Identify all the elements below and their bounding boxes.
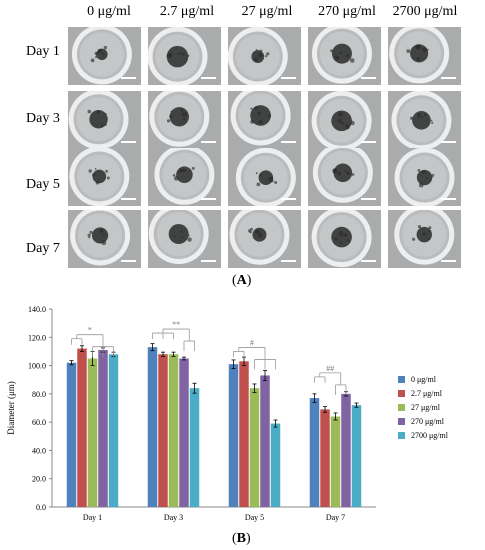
bar-3-1	[228, 364, 239, 507]
bar-3-2	[239, 361, 249, 507]
y-tick-label: 120.0	[28, 333, 46, 342]
x-tick-label: Day 3	[164, 513, 183, 522]
bar-2-2	[158, 354, 168, 507]
bar-1-4	[98, 350, 108, 507]
micrograph-r4-c2	[148, 210, 221, 268]
row-header-day1: Day 1	[26, 44, 60, 59]
bar-2-3	[168, 354, 179, 507]
y-tick-label: 20.0	[32, 475, 46, 484]
y-tick-label: 80.0	[32, 390, 46, 399]
micrograph-r2-c3	[228, 91, 301, 149]
row-header-day5: Day 5	[26, 177, 60, 192]
y-tick-label: 140.0	[28, 305, 46, 314]
micrograph-r1-c1	[68, 27, 141, 85]
bar-1-1	[66, 362, 77, 507]
legend-swatch-4	[398, 418, 405, 425]
column-header-1: 2.7 μg/ml	[159, 4, 215, 19]
y-tick-label: 40.0	[32, 446, 46, 455]
micrograph-r1-c2	[148, 27, 221, 85]
bar-1-2	[77, 348, 87, 507]
panel-a-label: (A)	[232, 273, 252, 288]
legend-swatch-2	[398, 390, 405, 397]
micrograph-r3-c2	[148, 148, 221, 206]
bar-3-3	[249, 388, 260, 507]
y-tick-label: 60.0	[32, 418, 46, 427]
y-tick-label: 0.0	[36, 503, 46, 512]
y-axis-label: Diameter (μm)	[6, 381, 16, 435]
legend-swatch-1	[398, 376, 405, 383]
y-tick-label: 100.0	[28, 362, 46, 371]
micrograph-r3-c4	[308, 148, 381, 206]
column-header-2: 27 μg/ml	[241, 4, 293, 19]
legend-label-3: 27 μg/ml	[411, 403, 441, 412]
column-header-4: 2700 μg/ml	[392, 4, 458, 19]
bar-2-4	[179, 358, 189, 507]
bar-1-5	[108, 354, 119, 507]
micrograph-r2-c2	[148, 91, 221, 149]
column-header-0: 0 μg/ml	[87, 4, 131, 19]
bar-4-4	[341, 393, 351, 507]
micrograph-r1-c5	[388, 27, 461, 85]
bar-3-5	[270, 423, 281, 507]
micrograph-r2-c1	[68, 91, 141, 149]
row-header-day7: Day 7	[26, 241, 60, 256]
bar-4-5	[351, 405, 362, 507]
column-header-3: 270 μg/ml	[318, 4, 376, 19]
panel-b-label: (B)	[232, 531, 251, 546]
x-tick-label: Day 5	[245, 513, 264, 522]
legend-label-5: 2700 μg/ml	[411, 431, 449, 440]
micrograph-r4-c1	[68, 210, 141, 268]
bar-4-2	[320, 409, 330, 507]
x-tick-label: Day 1	[83, 513, 102, 522]
legend-swatch-5	[398, 432, 405, 439]
legend-label-1: 0 μg/ml	[411, 375, 437, 384]
bar-3-4	[260, 375, 270, 507]
bar-4-1	[309, 398, 320, 507]
legend-label-2: 2.7 μg/ml	[411, 389, 443, 398]
micrograph-r2-c4	[308, 91, 381, 149]
micrograph-r4-c4	[308, 210, 381, 268]
micrograph-r3-c3	[228, 148, 301, 206]
significance-annotation: ##	[326, 364, 334, 373]
legend-swatch-3	[398, 404, 405, 411]
micrograph-r1-c4	[308, 27, 381, 85]
micrograph-r4-c3	[228, 210, 301, 268]
panel-a-micrograph-grid: 0 μg/ml 2.7 μg/ml 27 μg/ml 270 μg/ml 270…	[26, 4, 461, 288]
micrograph-r3-c1	[68, 148, 141, 206]
bar-chart: 0.0 20.0 40.0 60.0 80.0 100.0 120.0 140.0 Diamet…	[6, 305, 449, 522]
micrograph-r4-c5	[388, 210, 461, 268]
legend-label-4: 270 μg/ml	[411, 417, 445, 426]
significance-annotation: **	[172, 320, 180, 329]
x-tick-label: Day 7	[326, 513, 345, 522]
significance-annotation: #	[250, 338, 254, 347]
row-header-day3: Day 3	[26, 111, 60, 126]
bar-4-3	[330, 416, 341, 507]
bar-2-1	[147, 347, 158, 507]
significance-annotation: *	[88, 326, 92, 335]
micrograph-r2-c5	[388, 91, 461, 149]
bar-1-3	[87, 358, 98, 507]
bar-2-5	[189, 388, 200, 507]
micrograph-r1-c3	[228, 27, 301, 85]
micrograph-r3-c5	[388, 148, 461, 206]
